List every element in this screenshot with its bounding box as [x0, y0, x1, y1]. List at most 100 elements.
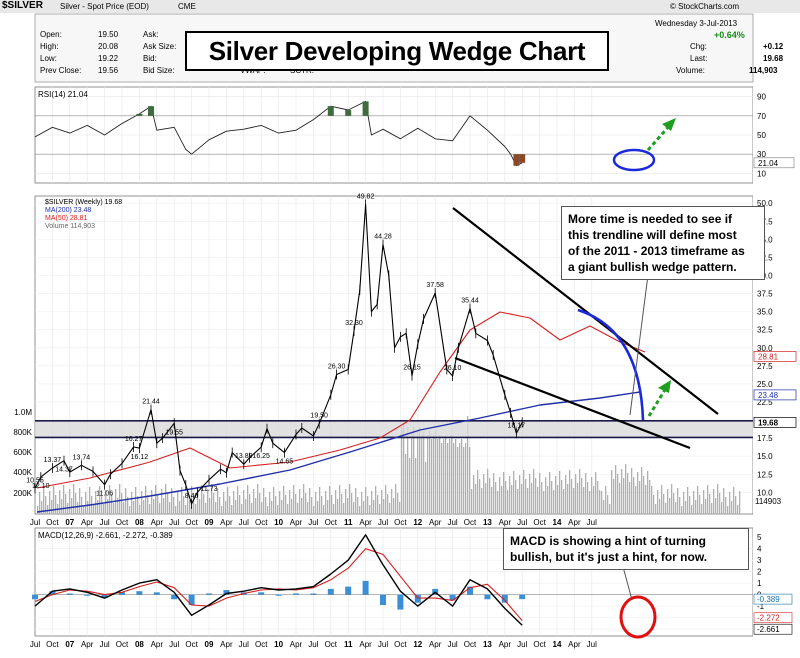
volume-bar	[61, 499, 63, 514]
volume-bar	[475, 484, 477, 514]
volume-bar	[347, 498, 349, 514]
macd-histogram-bar	[293, 593, 299, 595]
volume-bar	[739, 491, 741, 514]
macd-histogram-bar	[84, 594, 91, 596]
volume-bar	[567, 484, 569, 514]
x-tick-label: Jul	[308, 640, 318, 649]
volume-bar	[541, 482, 543, 514]
x-tick-label: Apr	[429, 518, 442, 527]
macd-histogram-bar	[49, 591, 56, 595]
volume-bar	[69, 489, 71, 514]
volume-bar	[341, 494, 343, 514]
volume-bar	[65, 494, 67, 514]
volume-bar	[397, 493, 399, 514]
volume-bar	[323, 505, 325, 514]
macd-right-label: -2.661	[757, 625, 780, 634]
volume-bar	[493, 473, 495, 514]
right-price-flag	[753, 351, 797, 362]
volume-bar	[353, 502, 355, 514]
macd-tick-label: 2	[757, 568, 762, 577]
x-tick-label: 13	[483, 640, 492, 649]
volume-bar	[657, 490, 659, 514]
volume-bar	[593, 486, 595, 514]
right-price-flag	[753, 417, 797, 428]
x-tick-label: Apr	[81, 518, 94, 527]
volume-bar	[511, 485, 513, 514]
volume-bar	[129, 506, 131, 514]
price-point-label: 13.89	[235, 453, 253, 460]
volume-bar	[505, 481, 507, 514]
x-tick-label: Apr	[151, 518, 164, 527]
symbol: $SILVER	[2, 0, 43, 11]
volume-bar	[333, 504, 335, 514]
x-tick-label: Oct	[46, 518, 59, 527]
x-tick-label: Oct	[46, 640, 59, 649]
exchange: CME	[178, 2, 196, 11]
volume-bar	[381, 490, 383, 514]
x-tick-label: Jul	[30, 518, 40, 527]
x-tick-label: Oct	[325, 518, 338, 527]
volume-bar	[503, 472, 505, 514]
volume-bar	[361, 492, 363, 514]
volume-bar	[113, 503, 115, 514]
volume-bar	[229, 496, 231, 514]
volume-bar	[625, 464, 627, 514]
macd-histogram-bar	[206, 593, 212, 595]
rsi-oversold-fill	[513, 154, 520, 166]
volume-bar	[175, 506, 177, 514]
volume-bar	[659, 499, 661, 514]
volume-bar	[73, 484, 75, 514]
volume-bar	[327, 500, 329, 514]
volume-bar	[545, 477, 547, 514]
price-point-label: 44.28	[374, 234, 392, 241]
volume-bar	[435, 431, 437, 514]
price-legend-ma200: MA(200) 23.48	[45, 207, 91, 214]
volume-bar	[579, 469, 581, 514]
x-tick-label: 07	[65, 518, 74, 527]
volume-bar	[317, 501, 319, 514]
rsi-last-label: 21.04	[758, 159, 779, 168]
price-tick-label: 30.0	[757, 344, 773, 353]
volume-bar	[565, 475, 567, 514]
x-tick-label: Apr	[359, 518, 372, 527]
macd-histogram-bar	[188, 594, 195, 605]
volume-bar	[559, 471, 561, 514]
volume-bar	[627, 473, 629, 514]
macd-histogram-bar	[501, 594, 508, 603]
x-tick-label: Jul	[447, 518, 457, 527]
macd-histogram-bar	[467, 586, 473, 595]
volume-bar	[683, 492, 685, 514]
volume-bar	[117, 498, 119, 514]
x-tick-label: Jul	[308, 518, 318, 527]
stat-chg-label: Chg:	[690, 42, 707, 51]
volume-bar	[589, 491, 591, 514]
x-tick-label: Jul	[517, 640, 527, 649]
volume-bar	[221, 506, 223, 514]
volume-bar	[477, 470, 479, 514]
wedge-callout-pointer	[629, 274, 649, 416]
volume-bar	[145, 486, 147, 514]
x-tick-label: Apr	[151, 640, 164, 649]
price-point-label: 13.74	[73, 454, 91, 461]
volume-bar	[243, 490, 245, 514]
price-point-label: 13.37	[44, 457, 62, 464]
volume-bar	[247, 485, 249, 514]
stat-bid-label: Bid:	[143, 54, 157, 63]
volume-bar	[183, 496, 185, 514]
volume-bar	[235, 500, 237, 514]
volume-bar	[187, 491, 189, 514]
volume-bar	[257, 484, 259, 514]
volume-bar	[387, 494, 389, 514]
macd-tick-label: -1	[757, 602, 765, 611]
wedge-note-line: of the 2011 - 2013 timeframe as	[568, 244, 745, 258]
volume-bar	[319, 487, 321, 514]
x-tick-label: Apr	[81, 640, 94, 649]
volume-bar	[649, 480, 651, 514]
volume-bar	[583, 487, 585, 514]
volume-bar	[613, 479, 615, 514]
rsi-overbought-fill	[345, 110, 352, 116]
volume-bar	[359, 506, 361, 514]
volume-bar	[737, 505, 739, 514]
x-tick-label: Oct	[325, 640, 338, 649]
